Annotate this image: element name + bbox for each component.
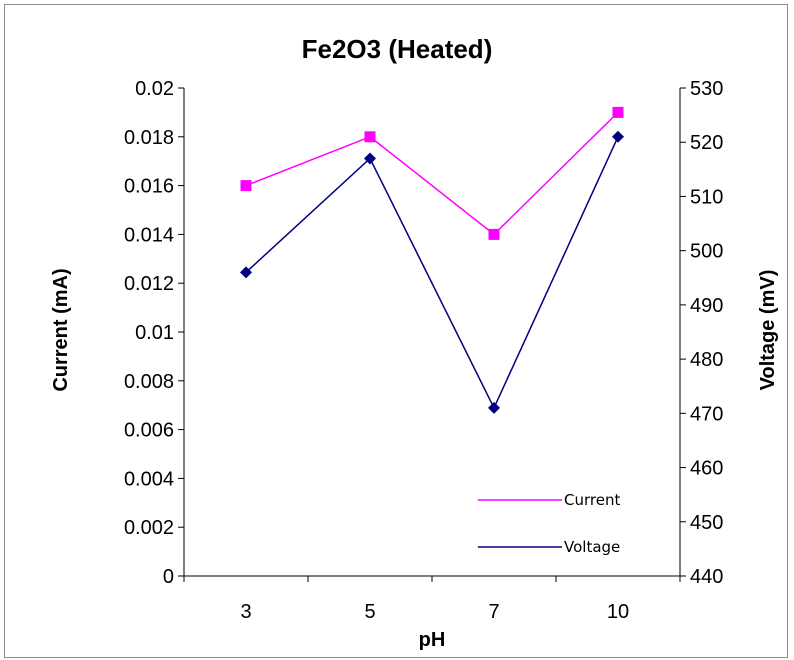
x-tick-label: 5 bbox=[364, 601, 375, 623]
series-layer bbox=[240, 106, 624, 414]
series-line-voltage bbox=[245, 136, 619, 410]
data-point-voltage bbox=[488, 401, 500, 414]
y-left-tick-label: 0.02 bbox=[135, 78, 174, 100]
y-right-tick-label: 460 bbox=[690, 458, 723, 480]
legend-label-voltage: Voltage bbox=[564, 538, 620, 556]
y-right-tick-label: 440 bbox=[690, 566, 723, 588]
y-left-tick-label: 0.018 bbox=[124, 127, 174, 149]
y-right-tick-label: 500 bbox=[690, 241, 723, 263]
y-left-tick-label: 0.008 bbox=[124, 371, 174, 393]
y-right-tick-label: 510 bbox=[690, 186, 723, 208]
data-point-current bbox=[364, 131, 376, 143]
y-right-tick-label: 530 bbox=[690, 78, 723, 100]
y-left-axis-title: Current (mA) bbox=[50, 268, 72, 391]
y-left-tick-label: 0.01 bbox=[135, 322, 174, 344]
legend: Current Voltage bbox=[478, 491, 620, 556]
data-point-voltage bbox=[364, 152, 376, 165]
x-tick-label: 7 bbox=[488, 601, 499, 623]
y-left-tick-label: 0.012 bbox=[124, 273, 174, 295]
y-left-tick-label: 0.016 bbox=[124, 176, 174, 198]
y-left-tick-label: 0.002 bbox=[124, 517, 174, 539]
y-right-axis-title: Voltage (mV) bbox=[757, 270, 779, 391]
data-point-current bbox=[488, 228, 500, 240]
x-tick-label: 3 bbox=[240, 601, 251, 623]
data-point-voltage bbox=[612, 130, 624, 143]
chart-frame bbox=[4, 4, 788, 658]
y-left-tick-label: 0.014 bbox=[124, 224, 174, 246]
y-right-tick-label: 490 bbox=[690, 295, 723, 317]
data-point-current bbox=[240, 180, 252, 192]
x-axis-title: pH bbox=[419, 629, 446, 651]
y-left-tick-label: 0.006 bbox=[124, 420, 174, 442]
y-right-tick-label: 480 bbox=[690, 349, 723, 371]
chart-title: Fe2O3 (Heated) bbox=[302, 34, 493, 64]
axes: 0 0.002 0.004 0.006 0.008 0.01 0.012 0.014 0.016… bbox=[124, 78, 723, 623]
y-right-tick-label: 470 bbox=[690, 403, 723, 425]
y-right-tick-label: 450 bbox=[690, 512, 723, 534]
data-point-current bbox=[612, 106, 624, 118]
data-point-voltage bbox=[240, 266, 252, 279]
legend-label-current: Current bbox=[564, 491, 620, 509]
x-tick-label: 10 bbox=[607, 601, 629, 623]
y-left-tick-label: 0 bbox=[163, 566, 174, 588]
y-right-tick-label: 520 bbox=[690, 132, 723, 154]
y-left-tick-label: 0.004 bbox=[124, 468, 174, 490]
series-line-current bbox=[245, 111, 619, 236]
